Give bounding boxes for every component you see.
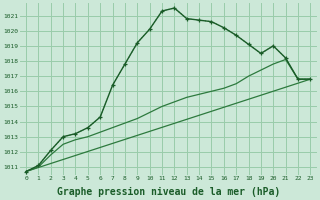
X-axis label: Graphe pression niveau de la mer (hPa): Graphe pression niveau de la mer (hPa) <box>57 186 280 197</box>
